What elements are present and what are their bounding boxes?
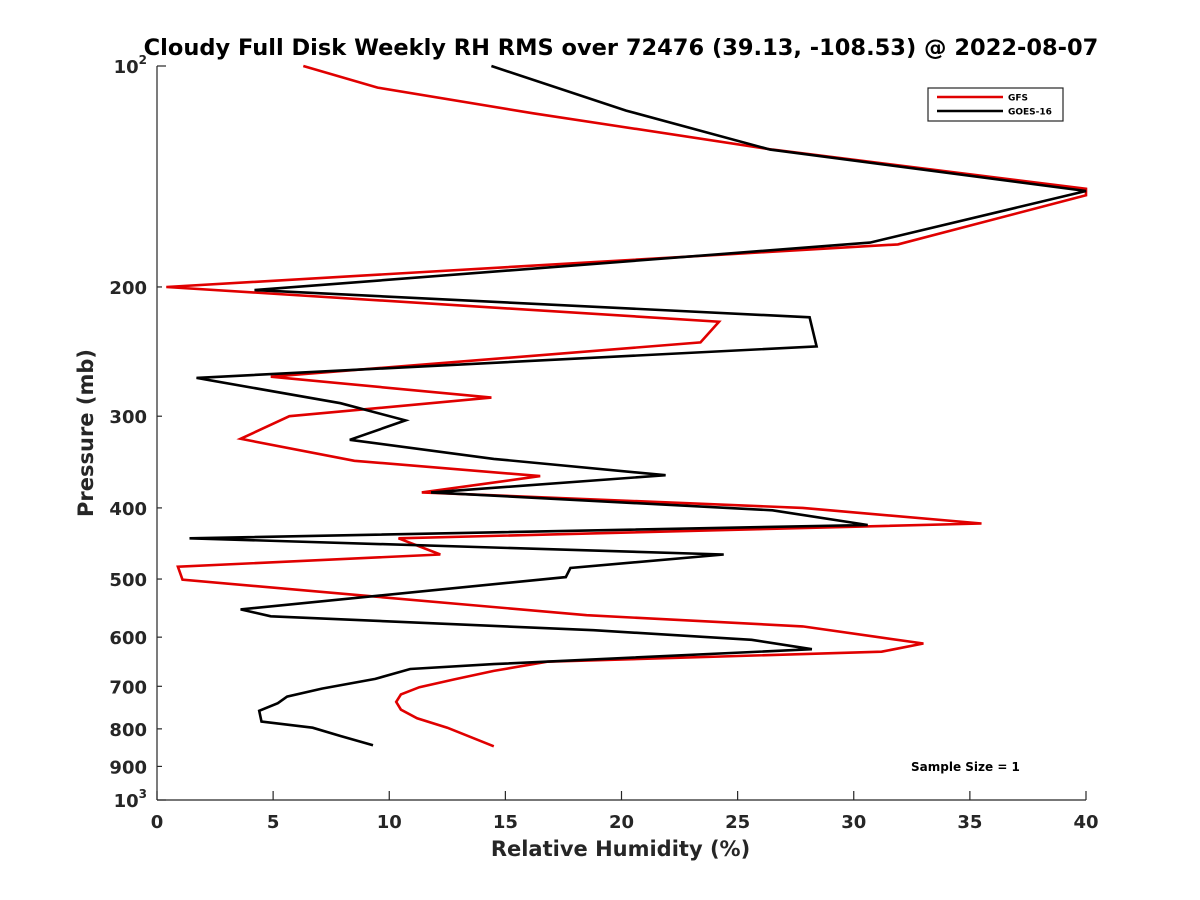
x-axis-label: Relative Humidity (%) (491, 837, 750, 861)
y-tick-label: 700 (109, 677, 147, 698)
y-tick-label: 400 (109, 499, 147, 520)
legend-label-goes-16: GOES-16 (1008, 108, 1052, 118)
x-tick-label: 25 (725, 812, 750, 833)
x-axis: 0 5 10 15 20 25 30 35 40 (151, 791, 1099, 833)
y-tick-label: 200 (109, 278, 147, 299)
x-tick-label: 20 (609, 812, 634, 833)
x-tick-label: 35 (957, 812, 982, 833)
chart-title: Cloudy Full Disk Weekly RH RMS over 7247… (144, 35, 1099, 61)
y-tick-label: 500 (109, 570, 147, 591)
x-tick-label: 5 (267, 812, 280, 833)
x-tick-label: 30 (841, 812, 866, 833)
y-tick-label: 900 (109, 757, 147, 778)
y-tick-base: 10 (114, 57, 139, 78)
x-tick-label: 15 (493, 812, 518, 833)
x-tick-label: 0 (151, 812, 164, 833)
sample-size-annotation: Sample Size = 1 (911, 760, 1020, 774)
legend-box (927, 87, 1064, 122)
y-tick-label: 300 (109, 407, 147, 428)
y-tick-base: 10 (114, 791, 139, 812)
y-axis-label: Pressure (mb) (74, 349, 98, 517)
y-tick-exponent: 2 (139, 53, 147, 67)
y-tick-label: 102 (114, 53, 147, 78)
y-tick-label: 103 (114, 787, 147, 812)
y-tick-label: 800 (109, 720, 147, 741)
y-tick-exponent: 3 (139, 787, 147, 801)
x-tick-label: 10 (377, 812, 402, 833)
legend-label-gfs: GFS (1008, 94, 1028, 104)
y-tick-label: 600 (109, 628, 147, 649)
plot-area (156, 64, 1088, 801)
series-line-gfs (166, 64, 1088, 748)
legend: GFS GOES-16 (927, 87, 1064, 122)
x-tick-label: 40 (1073, 812, 1098, 833)
series-line-goes-16 (189, 64, 1087, 747)
